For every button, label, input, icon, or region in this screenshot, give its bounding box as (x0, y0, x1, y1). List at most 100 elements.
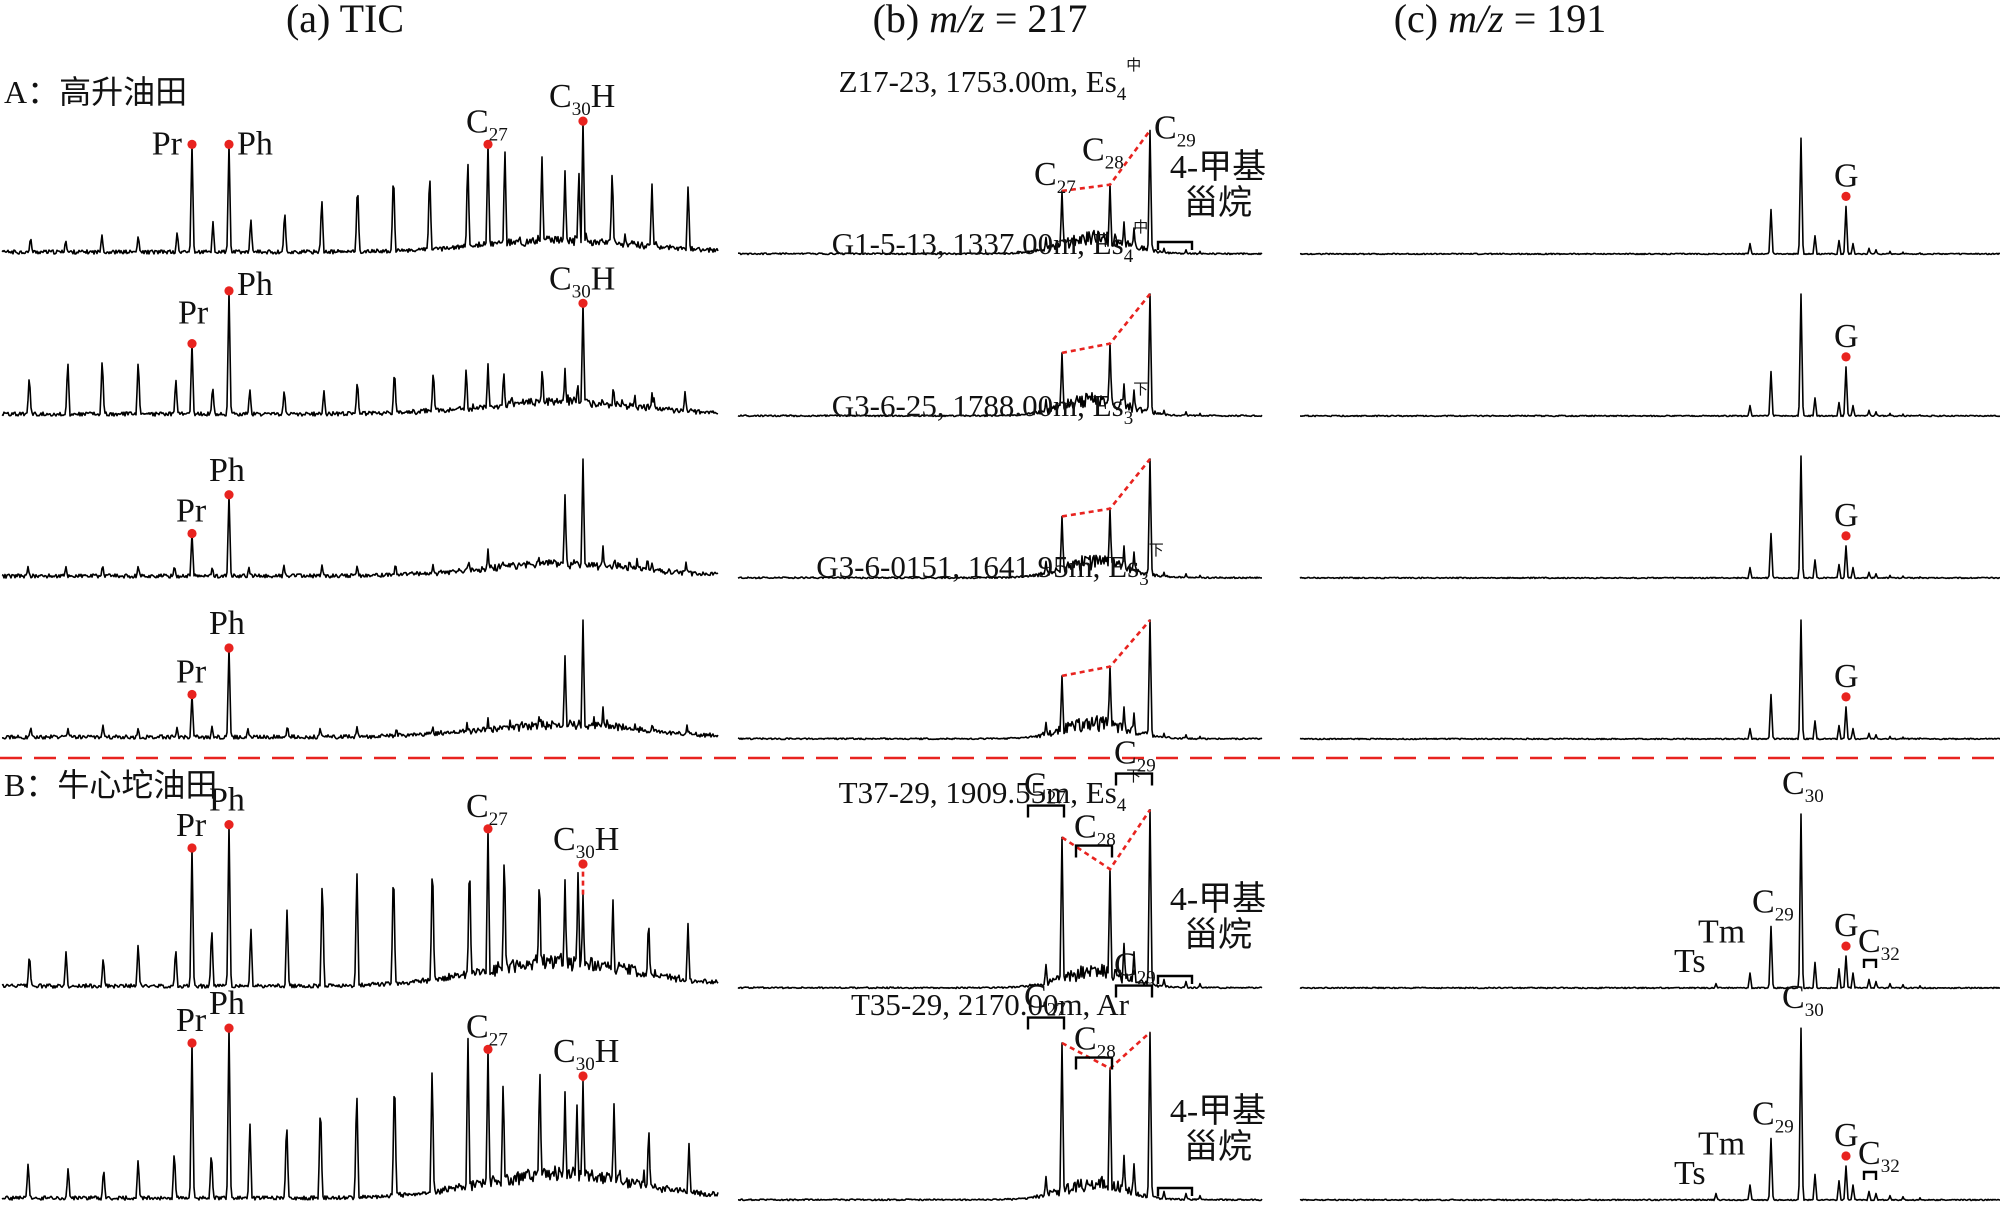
ph-dot-2 (224, 286, 234, 296)
m217-trace-6 (737, 1031, 1263, 1202)
ph-dot-5 (224, 820, 234, 830)
sterane-trend-6 (1061, 1031, 1151, 1071)
c29-ster-label-5: C29 (1114, 735, 1156, 777)
m191-trace-4 (1299, 619, 2000, 741)
ph-dot-3 (224, 490, 234, 500)
c28-bracket-6 (1074, 1056, 1114, 1070)
c29-bracket-6 (1114, 984, 1154, 998)
pr-label-4: Pr (176, 654, 207, 691)
m217-trace-3 (737, 458, 1262, 580)
panel-b-label: (b) m/z = 217 (873, 0, 1088, 41)
pr-dot-2 (187, 339, 197, 349)
m217-trace-4 (737, 619, 1263, 741)
m217-trace-2 (737, 293, 1263, 418)
tic-trace-2 (1, 290, 719, 417)
c27-tic-dot-6 (483, 1044, 493, 1054)
c27-tic-label-1: C27 (466, 103, 508, 145)
sample-label-6: T35-29, 2170.00m, Ar (851, 987, 1130, 1022)
methyl-sterane-label-2-6: 甾烷 (1184, 1128, 1252, 1166)
c30h-label-6: C30H (553, 1033, 619, 1075)
c27-tic-dot-5 (483, 824, 493, 834)
sterane-trend-3 (1061, 458, 1152, 518)
c32-bracket-6 (1862, 1170, 1878, 1180)
ph-label-5: Ph (209, 782, 245, 819)
panel-a-label: (a) TIC (286, 0, 404, 41)
c27-bracket-5 (1026, 804, 1066, 818)
c27-ster-label-1: C27 (1034, 156, 1076, 198)
pr-dot-3 (187, 528, 197, 539)
c30-hop-label-5: C30 (1782, 765, 1824, 807)
tic-trace-6 (1, 1027, 719, 1201)
m217-trace-5 (737, 808, 1263, 990)
c30h-label-5: C30H (553, 821, 619, 863)
sample-label-4: G3-6-0151, 1641.95m, Es3下 (816, 543, 1163, 590)
gammacerane-dot-4 (1841, 692, 1851, 702)
c29-bracket-5 (1114, 772, 1154, 786)
m191-trace-6 (1299, 1027, 2000, 1202)
gammacerane-dot-2 (1841, 352, 1851, 362)
gammacerane-label-3: G (1834, 497, 1859, 534)
gammacerane-dot-3 (1841, 531, 1851, 541)
c28-ster-label-5: C28 (1074, 809, 1116, 851)
c27-tic-label-5: C27 (466, 788, 508, 830)
gammacerane-label-4: G (1834, 658, 1859, 695)
c27-ster-label-6: C27 (1024, 979, 1066, 1021)
c28-ster-label-1: C28 (1082, 132, 1124, 174)
chromatogram-traces (1, 120, 2000, 1202)
ph-dot-1 (224, 139, 234, 149)
m191-trace-1 (1299, 137, 2000, 256)
sample-label-1: Z17-23, 1753.00m, Es4中 (839, 57, 1142, 105)
c29-hop-label-6: C29 (1752, 1095, 1794, 1137)
sample-label-3: G3-6-25, 1788.00m, Es3下 (832, 382, 1148, 429)
pr-label-6: Pr (176, 1002, 207, 1039)
gammacerane-dot-1 (1841, 191, 1851, 201)
pr-dot-4 (187, 689, 197, 700)
tic-trace-5 (1, 823, 719, 989)
c30-hop-label-6: C30 (1782, 979, 1824, 1021)
m217-trace-1 (738, 129, 1263, 256)
section-a-label: A：高升油田 (4, 74, 187, 110)
c29-ster-label-1: C29 (1154, 109, 1196, 151)
tm-label-5: Tm (1698, 913, 1745, 950)
tic-trace-1 (1, 120, 719, 255)
methyl-sterane-label-2-1: 甾烷 (1184, 184, 1252, 222)
gammacerane-dot-6 (1841, 1151, 1851, 1161)
pr-label-5: Pr (176, 807, 207, 844)
c30h-dot-2 (578, 298, 588, 308)
section-b-label: B：牛心坨油田 (4, 767, 217, 803)
sterane-trend-5 (1061, 809, 1152, 871)
gammacerane-dot-5 (1841, 941, 1851, 951)
ph-dot-4 (224, 643, 234, 653)
m191-trace-5 (1299, 813, 2000, 990)
c28-bracket-5 (1074, 844, 1114, 858)
c32-hop-label-6: C32 (1858, 1135, 1900, 1177)
c30h-dot-5 (578, 859, 588, 869)
tm-label-6: Tm (1698, 1125, 1745, 1162)
methyl-bracket-1 (1156, 240, 1194, 250)
ph-label-3: Ph (209, 452, 245, 489)
ph-label-2: Ph (237, 266, 273, 303)
c27-tic-dot-1 (483, 139, 493, 149)
methyl-bracket-5 (1156, 974, 1194, 984)
methyl-sterane-label-1-6: 4-甲基 (1170, 1092, 1266, 1130)
tic-trace-3 (1, 458, 719, 579)
c30h-dot-6 (578, 1071, 588, 1081)
ph-label-4: Ph (209, 605, 245, 642)
c29-ster-label-6: C29 (1114, 947, 1156, 989)
pr-dot-5 (187, 843, 197, 853)
c27-ster-label-5: C27 (1024, 767, 1066, 809)
methyl-sterane-label-1-1: 4-甲基 (1170, 148, 1266, 186)
sample-label-5: T37-29, 1909.55m, Es4下 (839, 769, 1142, 816)
sample-label-2: G1-5-13, 1337.00m, Es4中 (832, 219, 1148, 267)
ph-label-1: Ph (237, 125, 273, 162)
panel-c-label: (c) m/z = 191 (1394, 0, 1607, 41)
c30h-dot-1 (578, 116, 588, 126)
m191-trace-3 (1299, 455, 2000, 580)
c30h-label-2: C30H (549, 260, 615, 302)
c29-hop-label-5: C29 (1752, 883, 1794, 925)
ts-label-5: Ts (1674, 943, 1706, 980)
methyl-sterane-label-2-5: 甾烷 (1184, 916, 1252, 954)
ph-label-6: Ph (209, 985, 245, 1022)
